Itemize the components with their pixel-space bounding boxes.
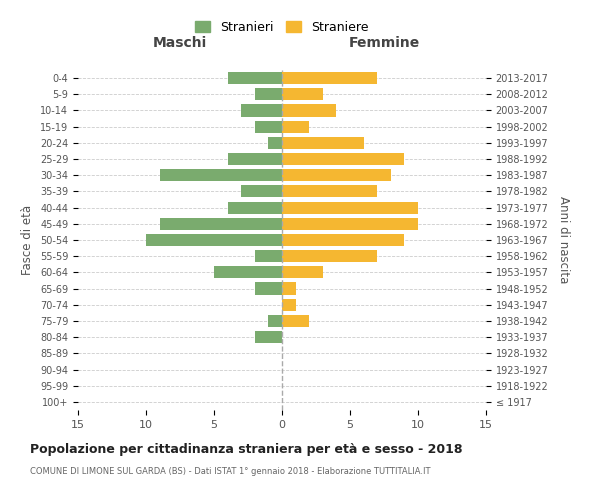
Bar	[282, 250, 377, 262]
Bar	[255, 250, 282, 262]
Bar	[146, 234, 282, 246]
Bar	[282, 88, 323, 101]
Bar	[241, 186, 282, 198]
Bar	[282, 298, 296, 311]
Bar	[282, 186, 377, 198]
Bar	[227, 72, 282, 84]
Bar	[282, 120, 309, 132]
Bar	[255, 331, 282, 343]
Bar	[268, 315, 282, 327]
Bar	[282, 169, 391, 181]
Text: Femmine: Femmine	[349, 36, 419, 50]
Bar	[282, 72, 377, 84]
Bar	[268, 137, 282, 149]
Bar	[160, 218, 282, 230]
Text: COMUNE DI LIMONE SUL GARDA (BS) - Dati ISTAT 1° gennaio 2018 - Elaborazione TUTT: COMUNE DI LIMONE SUL GARDA (BS) - Dati I…	[30, 468, 431, 476]
Bar	[214, 266, 282, 278]
Bar	[282, 218, 418, 230]
Legend: Stranieri, Straniere: Stranieri, Straniere	[190, 16, 374, 38]
Y-axis label: Fasce di età: Fasce di età	[22, 205, 34, 275]
Bar	[282, 153, 404, 165]
Bar	[282, 234, 404, 246]
Text: Popolazione per cittadinanza straniera per età e sesso - 2018: Popolazione per cittadinanza straniera p…	[30, 442, 463, 456]
Bar	[227, 202, 282, 213]
Bar	[282, 282, 296, 294]
Bar	[227, 153, 282, 165]
Bar	[255, 88, 282, 101]
Text: Maschi: Maschi	[153, 36, 207, 50]
Bar	[255, 282, 282, 294]
Bar	[241, 104, 282, 117]
Bar	[282, 104, 337, 117]
Bar	[282, 137, 364, 149]
Bar	[255, 120, 282, 132]
Bar	[282, 202, 418, 213]
Bar	[282, 315, 309, 327]
Bar	[160, 169, 282, 181]
Y-axis label: Anni di nascita: Anni di nascita	[557, 196, 570, 284]
Bar	[282, 266, 323, 278]
